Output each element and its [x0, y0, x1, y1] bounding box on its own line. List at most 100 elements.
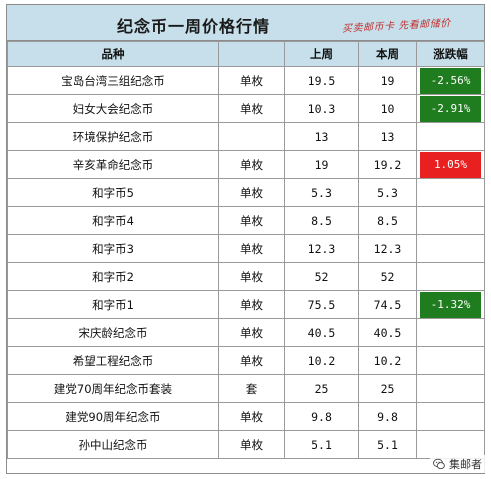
table-row: 孙中山纪念币 单枚 5.1 5.1: [7, 430, 485, 459]
this-week-price-cell: 19.2: [358, 150, 417, 179]
last-week-price-cell: 25: [284, 374, 359, 403]
this-week-price-cell: 12.3: [358, 234, 417, 263]
table-row: 宝岛台湾三组纪念币 单枚 19.5 19 -2.56%: [7, 66, 485, 95]
coin-name-cell: 和字币3: [7, 234, 219, 263]
change-cell: [416, 178, 485, 207]
last-week-price-cell: 13: [284, 122, 359, 151]
table-row: 希望工程纪念币 单枚 10.2 10.2: [7, 346, 485, 375]
coin-name-cell: 建党90周年纪念币: [7, 402, 219, 431]
header-last-week: 上周: [284, 41, 359, 67]
last-week-price-cell: 12.3: [284, 234, 359, 263]
page-title: 纪念币一周价格行情: [117, 17, 271, 36]
table-row: 和字币4 单枚 8.5 8.5: [7, 206, 485, 235]
coin-name-cell: 和字币5: [7, 178, 219, 207]
watermark-text: 集邮者: [449, 458, 482, 471]
coin-name-cell: 建党70周年纪念币套装: [7, 374, 219, 403]
last-week-price-cell: 5.1: [284, 430, 359, 459]
unit-cell: 单枚: [218, 150, 285, 179]
this-week-price-cell: 8.5: [358, 206, 417, 235]
unit-cell: 单枚: [218, 318, 285, 347]
this-week-price-cell: 10.2: [358, 346, 417, 375]
last-week-price-cell: 52: [284, 262, 359, 291]
wechat-icon: [433, 458, 445, 470]
change-badge: 1.05%: [420, 151, 481, 178]
coin-name-cell: 妇女大会纪念币: [7, 94, 219, 123]
price-sheet: 纪念币一周价格行情 买卖邮币卡 先看邮储价 品种 上周 本周 涨跌幅 宝岛台湾三…: [6, 4, 485, 474]
unit-cell: 套: [218, 374, 285, 403]
this-week-price-cell: 40.5: [358, 318, 417, 347]
unit-cell: 单枚: [218, 178, 285, 207]
slogan-text: 买卖邮币卡 先看邮储价: [341, 18, 452, 35]
header-unit: [218, 41, 285, 67]
change-cell: 1.05%: [416, 150, 485, 179]
unit-cell: 单枚: [218, 346, 285, 375]
table-row: 和字币2 单枚 52 52: [7, 262, 485, 291]
watermark: 集邮者: [430, 455, 485, 473]
coin-name-cell: 和字币1: [7, 290, 219, 319]
coin-name-cell: 环境保护纪念币: [7, 122, 219, 151]
change-cell: [416, 262, 485, 291]
table-row: 和字币1 单枚 75.5 74.5 -1.32%: [7, 290, 485, 319]
table-row: 宋庆龄纪念币 单枚 40.5 40.5: [7, 318, 485, 347]
change-cell: -1.32%: [416, 290, 485, 319]
last-week-price-cell: 8.5: [284, 206, 359, 235]
header-change: 涨跌幅: [416, 41, 485, 67]
change-badge: -1.32%: [420, 291, 481, 318]
table-row: 和字币5 单枚 5.3 5.3: [7, 178, 485, 207]
unit-cell: [218, 122, 285, 151]
unit-cell: 单枚: [218, 430, 285, 459]
header-name: 品种: [7, 41, 219, 67]
last-week-price-cell: 19: [284, 150, 359, 179]
this-week-price-cell: 10: [358, 94, 417, 123]
unit-cell: 单枚: [218, 206, 285, 235]
last-week-price-cell: 19.5: [284, 66, 359, 95]
this-week-price-cell: 19: [358, 66, 417, 95]
this-week-price-cell: 74.5: [358, 290, 417, 319]
this-week-price-cell: 5.3: [358, 178, 417, 207]
change-cell: [416, 402, 485, 431]
coin-name-cell: 宋庆龄纪念币: [7, 318, 219, 347]
unit-cell: 单枚: [218, 94, 285, 123]
change-cell: [416, 318, 485, 347]
change-cell: [416, 346, 485, 375]
last-week-price-cell: 75.5: [284, 290, 359, 319]
coin-name-cell: 希望工程纪念币: [7, 346, 219, 375]
this-week-price-cell: 5.1: [358, 430, 417, 459]
change-badge: -2.91%: [420, 95, 481, 122]
table-row: 建党90周年纪念币 单枚 9.8 9.8: [7, 402, 485, 431]
table-row: 和字币3 单枚 12.3 12.3: [7, 234, 485, 263]
coin-name-cell: 孙中山纪念币: [7, 430, 219, 459]
table-row: 建党70周年纪念币套装套 25 25: [7, 374, 485, 403]
change-cell: -2.91%: [416, 94, 485, 123]
this-week-price-cell: 13: [358, 122, 417, 151]
unit-cell: 单枚: [218, 402, 285, 431]
coin-name-cell: 辛亥革命纪念币: [7, 150, 219, 179]
this-week-price-cell: 52: [358, 262, 417, 291]
unit-cell: 单枚: [218, 234, 285, 263]
change-cell: [416, 122, 485, 151]
unit-cell: 单枚: [218, 262, 285, 291]
price-table: 品种 上周 本周 涨跌幅 宝岛台湾三组纪念币 单枚 19.5 19 -2.56% 妇女大会…: [7, 41, 485, 459]
last-week-price-cell: 10.3: [284, 94, 359, 123]
title-bar: 纪念币一周价格行情 买卖邮币卡 先看邮储价: [7, 5, 484, 41]
change-cell: [416, 234, 485, 263]
coin-name-cell: 宝岛台湾三组纪念币: [7, 66, 219, 95]
change-cell: -2.56%: [416, 66, 485, 95]
this-week-price-cell: 9.8: [358, 402, 417, 431]
table-row: 环境保护纪念币 13 13: [7, 122, 485, 151]
unit-cell: 单枚: [218, 66, 285, 95]
table-header-row: 品种 上周 本周 涨跌幅: [7, 41, 485, 67]
last-week-price-cell: 5.3: [284, 178, 359, 207]
coin-name-cell: 和字币2: [7, 262, 219, 291]
change-cell: [416, 206, 485, 235]
coin-name-cell: 和字币4: [7, 206, 219, 235]
unit-cell: 单枚: [218, 290, 285, 319]
last-week-price-cell: 40.5: [284, 318, 359, 347]
last-week-price-cell: 10.2: [284, 346, 359, 375]
change-badge: -2.56%: [420, 67, 481, 94]
change-cell: [416, 374, 485, 403]
header-this-week: 本周: [358, 41, 417, 67]
table-row: 辛亥革命纪念币 单枚 19 19.2 1.05%: [7, 150, 485, 179]
this-week-price-cell: 25: [358, 374, 417, 403]
last-week-price-cell: 9.8: [284, 402, 359, 431]
